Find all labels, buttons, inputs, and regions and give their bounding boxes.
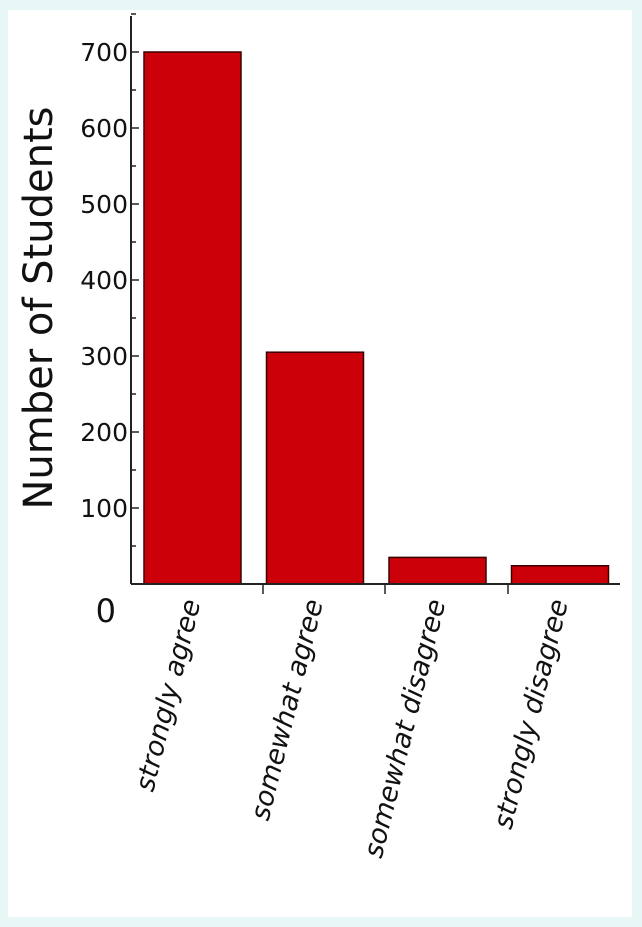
y-ticks-group: 0 100 200 300 400 500 600 700 <box>80 13 139 630</box>
x-category-label: somewhat agree <box>245 596 330 823</box>
x-category-label: strongly disagree <box>488 596 575 832</box>
y-tick-label: 700 <box>80 38 128 67</box>
bar-chart: 0 100 200 300 400 500 600 700 strongly agree som… <box>16 13 620 861</box>
x-category-label: strongly agree <box>130 596 208 794</box>
y-tick-label: 200 <box>80 418 128 447</box>
y-tick-label: 300 <box>80 342 128 371</box>
y-tick-label: 100 <box>80 494 128 523</box>
y-tick-label: 0 <box>96 592 116 630</box>
chart-panel: 0 100 200 300 400 500 600 700 strongly agree som… <box>8 10 632 917</box>
bar-somewhat-disagree <box>388 556 487 585</box>
y-axis-label: Number of Students <box>16 107 62 510</box>
axes-group <box>130 16 620 585</box>
bar-strongly-agree <box>143 51 242 585</box>
y-tick-label: 600 <box>80 114 128 143</box>
bar-strongly-disagree <box>510 565 610 585</box>
bars-group <box>143 51 610 585</box>
x-ticks-group: strongly agree somewhat agree somewhat dis… <box>130 584 575 861</box>
bar-somewhat-agree <box>265 351 365 585</box>
x-category-label: somewhat disagree <box>358 596 452 861</box>
y-tick-label: 500 <box>80 190 128 219</box>
y-tick-label: 400 <box>80 266 128 295</box>
